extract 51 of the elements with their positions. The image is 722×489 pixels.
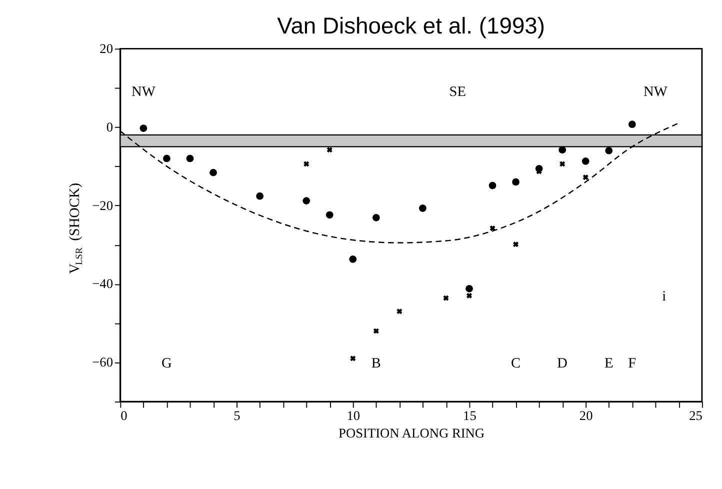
annotation: E <box>604 356 614 372</box>
point <box>628 120 636 128</box>
point <box>140 124 148 132</box>
y-tick-label: −20 <box>92 198 114 213</box>
annotation: NW <box>644 84 668 100</box>
point <box>560 161 566 167</box>
point <box>210 168 217 176</box>
point <box>466 292 472 298</box>
point <box>582 158 590 165</box>
point <box>373 328 379 334</box>
point <box>304 161 310 167</box>
point <box>582 174 588 180</box>
point <box>488 182 496 190</box>
chart-title: Van Dishoeck et al. (1993) <box>277 12 546 38</box>
annotation: D <box>557 356 568 372</box>
y-tick-label: 0 <box>106 119 114 134</box>
point <box>372 214 380 222</box>
x-tick-label: 5 <box>234 408 241 424</box>
x-tick-label: 20 <box>579 408 594 424</box>
y-tick-label: 20 <box>100 40 114 56</box>
point <box>326 211 334 219</box>
annotation: i <box>662 288 666 304</box>
point <box>490 225 496 232</box>
annotation: SE <box>449 84 466 100</box>
point <box>419 204 426 212</box>
point <box>466 284 473 292</box>
annotation: G <box>162 356 172 372</box>
point <box>302 197 310 204</box>
point <box>163 154 170 162</box>
point <box>326 147 332 153</box>
x-tick-label: 25 <box>689 408 703 424</box>
point <box>443 295 449 301</box>
point <box>350 356 356 362</box>
annotation: NW <box>132 84 156 100</box>
x-axis-title: POSITION ALONG RING <box>338 425 485 440</box>
y-tick-label: −40 <box>92 276 114 292</box>
annotation: F <box>628 356 636 372</box>
x-tick-label: 15 <box>463 408 477 424</box>
annotation: B <box>371 356 381 372</box>
x-tick-label: 0 <box>120 408 128 424</box>
point <box>605 146 613 154</box>
point <box>186 154 194 162</box>
point <box>512 178 520 186</box>
x-tick-label: 10 <box>346 408 360 424</box>
point <box>349 256 357 263</box>
point <box>256 192 264 200</box>
point <box>513 242 519 248</box>
y-axis-title: VLSR (SHOCK) <box>67 182 86 274</box>
annotation: C <box>511 356 521 372</box>
y-tick-label: −60 <box>92 354 114 370</box>
point <box>396 308 402 314</box>
